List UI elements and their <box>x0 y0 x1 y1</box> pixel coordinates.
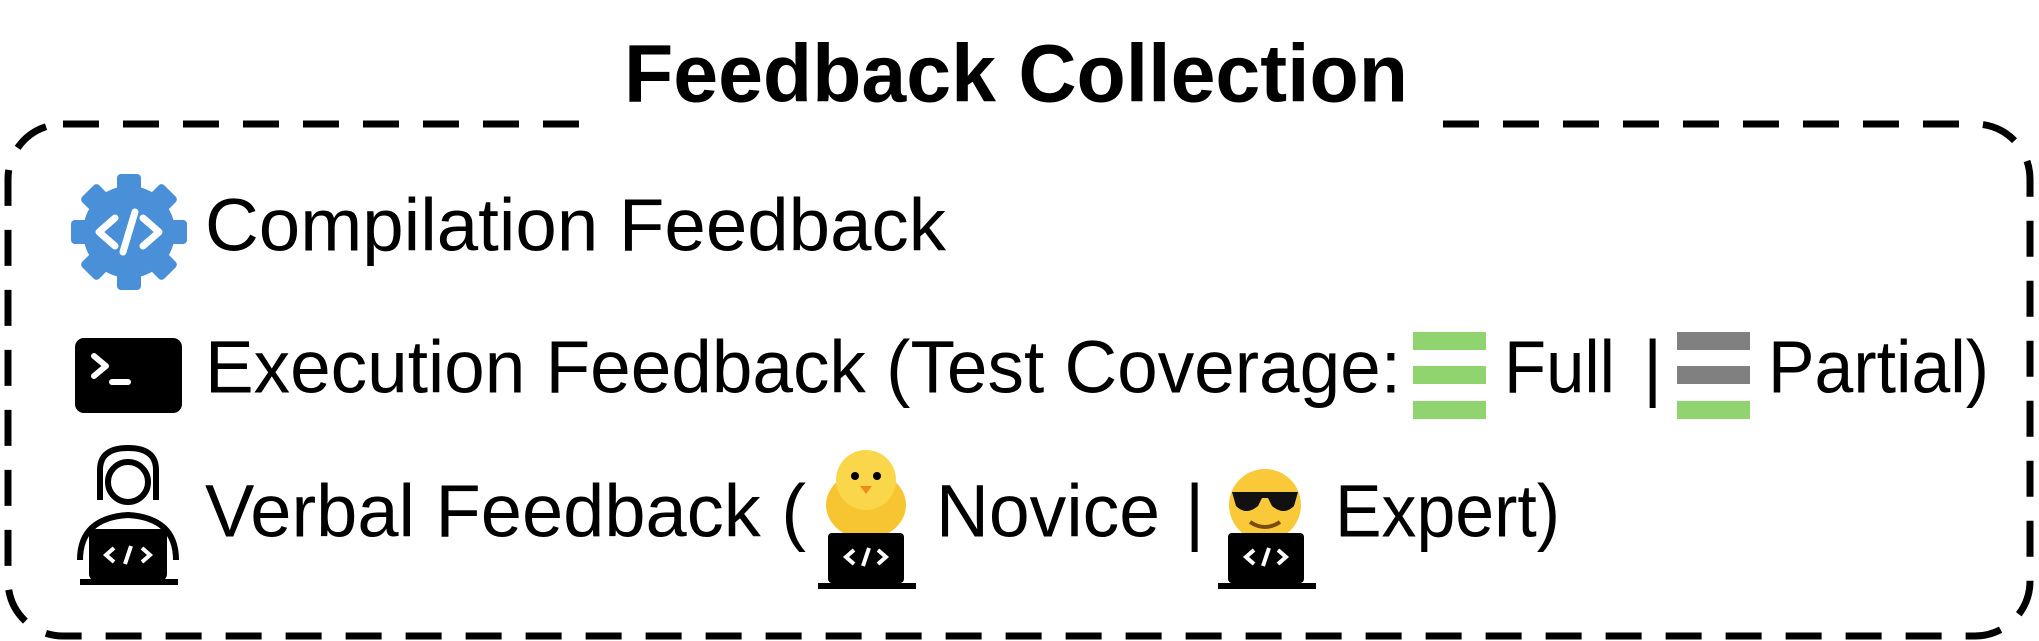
row-label: Compilation Feedback <box>205 184 947 267</box>
row-label: Execution Feedback (Test Coverage: <box>205 326 1401 409</box>
separator: | <box>1643 326 1662 409</box>
option-label: Full <box>1504 326 1615 409</box>
title: Feedback Collection <box>624 29 1408 120</box>
compilation-icon <box>71 174 187 290</box>
full-coverage-icon <box>1413 332 1486 419</box>
expert-icon <box>1218 469 1316 589</box>
partial-coverage-icon <box>1677 332 1750 419</box>
option-label: Partial) <box>1768 326 1989 409</box>
verbal-icon <box>77 444 179 585</box>
novice-icon <box>818 450 916 589</box>
row-label: Verbal Feedback ( <box>205 470 806 553</box>
option-label: Expert) <box>1335 470 1560 553</box>
title-backdrop <box>595 70 1437 160</box>
dashed-frame <box>4 120 2034 640</box>
execution-icon <box>75 338 182 413</box>
separator: | <box>1185 470 1204 553</box>
option-label: Novice <box>936 470 1160 553</box>
